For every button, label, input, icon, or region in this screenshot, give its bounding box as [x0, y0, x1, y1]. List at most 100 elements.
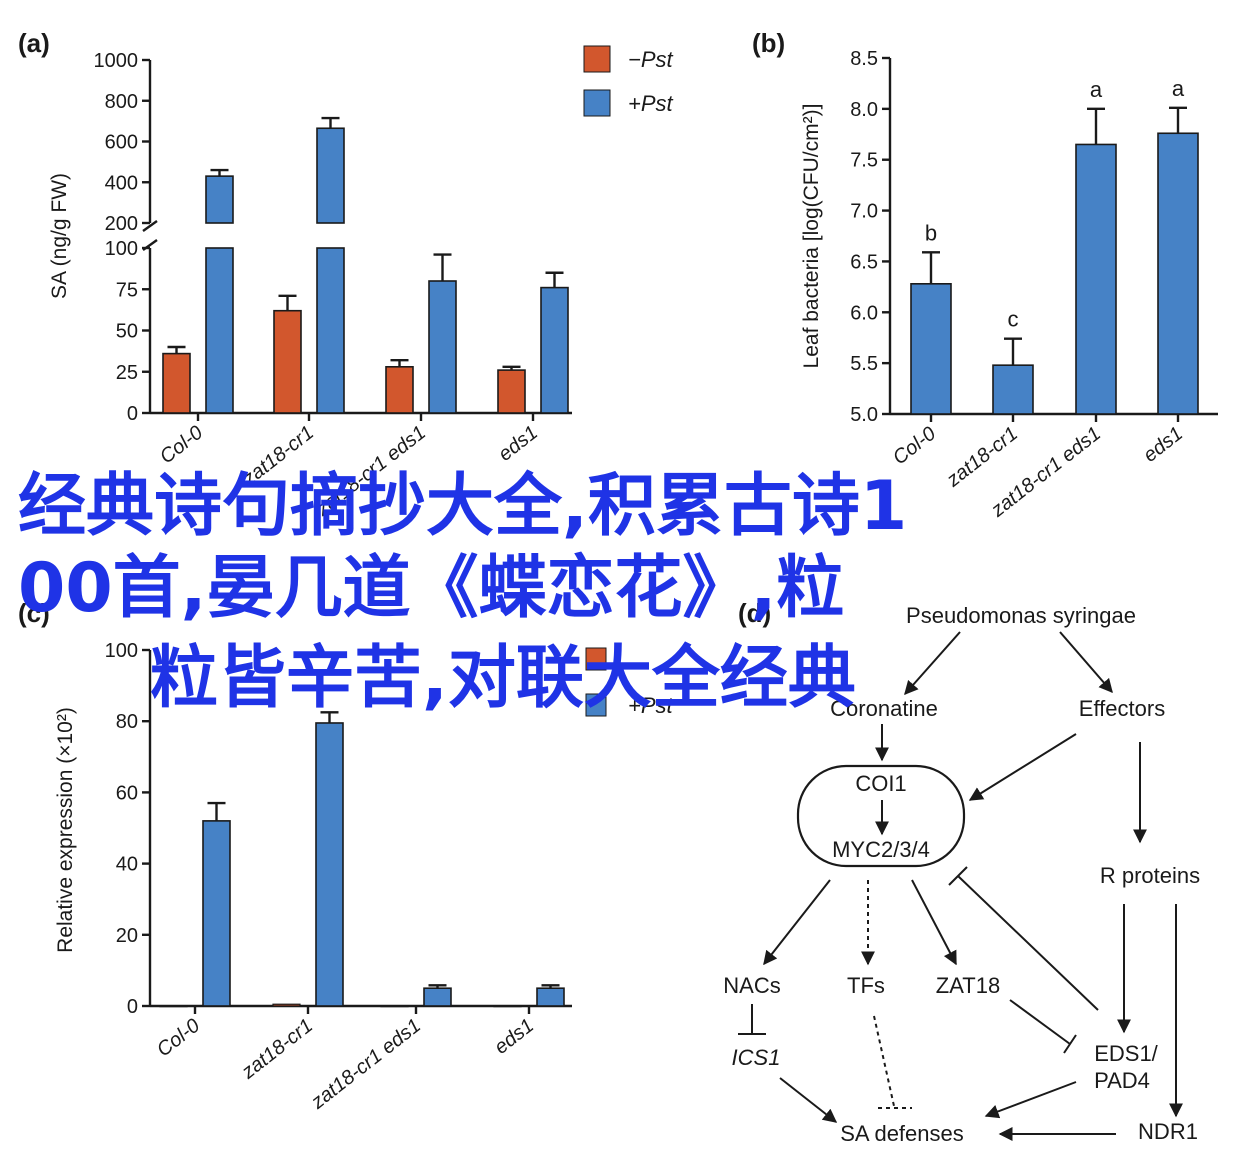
- y-axis-label: Relative expression (×10²): [54, 707, 77, 953]
- panel-label-c: (c): [18, 598, 50, 628]
- x-tick-label: Col-0: [153, 1015, 204, 1062]
- y-tick-label: 400: [105, 172, 138, 194]
- edge-effectors-coi1: [968, 733, 1077, 801]
- edge-eds1-sa: [984, 1081, 1077, 1119]
- y-tick-label: 0: [127, 996, 138, 1018]
- edge-eds1-myc-bar: [948, 866, 968, 886]
- legend-minus-label: −Pst: [628, 47, 674, 72]
- y-tick-label: 8.0: [850, 99, 878, 121]
- y-axis-label: Leaf bacteria [log(CFU/cm²)]: [800, 104, 823, 369]
- edge-ics1-sa: [779, 1077, 838, 1123]
- overlay-text-line-3: 粒皆辛苦,对联大全经典: [150, 639, 856, 718]
- edge-zat18-eds1-inhibit: [1009, 999, 1071, 1045]
- bar: [1075, 143, 1117, 415]
- y-tick-label: 7.5: [850, 150, 878, 172]
- edge-pathogen-effectors: [1059, 631, 1113, 694]
- node-zat18: ZAT18: [936, 973, 1000, 998]
- bar-plus-upper: [316, 127, 345, 224]
- y-tick-label: 25: [116, 362, 138, 384]
- node-coronatine: Coronatine: [830, 696, 938, 721]
- y-axis-label: SA (ng/g FW): [48, 173, 71, 299]
- y-tick-label: 600: [105, 132, 138, 154]
- bar-plus-upper: [205, 175, 234, 224]
- bar-plus: [315, 722, 344, 1007]
- bar-minus: [162, 352, 191, 414]
- x-tick-label: Col-0: [156, 422, 207, 469]
- legend-plus-swatch: [583, 89, 611, 117]
- legend-c-plus-swatch: [585, 693, 607, 717]
- bar-plus: [423, 987, 452, 1007]
- bar-plus-lower: [316, 247, 345, 414]
- y-tick-label: 6.5: [850, 251, 878, 273]
- bar-plus: [202, 820, 231, 1007]
- bar-minus: [272, 1003, 301, 1007]
- bar-plus: [428, 280, 457, 414]
- node-pad4: PAD4: [1094, 1068, 1150, 1093]
- bar: [910, 283, 952, 415]
- bar-minus: [385, 365, 414, 414]
- y-tick-label: 800: [105, 91, 138, 113]
- legend-minus-swatch: [583, 45, 611, 73]
- bar-minus: [380, 1005, 409, 1008]
- bar-minus: [497, 369, 526, 414]
- y-tick-label: 5.5: [850, 353, 878, 375]
- edge-zat18-eds1-bar: [1063, 1034, 1077, 1054]
- node-coi1: COI1: [855, 771, 906, 796]
- y-tick-label: 6.0: [850, 302, 878, 324]
- bar-break-gap: [204, 224, 235, 247]
- y-tick-label: 75: [116, 279, 138, 301]
- pathway-diagram: Pseudomonas syringae Coronatine Effector…: [723, 603, 1200, 1146]
- panel-label-a: (a): [18, 28, 50, 58]
- bar: [992, 364, 1034, 415]
- legend-c: +Pst: [585, 647, 674, 718]
- overlay-text-line-2: 00首,晏几道《蝶恋花》,粒: [18, 549, 845, 628]
- bar-minus: [159, 1005, 188, 1008]
- node-ndr1: NDR1: [1138, 1119, 1198, 1144]
- legend-a: −Pst +Pst: [583, 45, 674, 117]
- y-tick-label: 0: [127, 403, 138, 425]
- node-effectors: Effectors: [1079, 696, 1165, 721]
- bar-plus-lower: [205, 247, 234, 414]
- y-tick-label: 7.0: [850, 201, 878, 223]
- y-tick-label: 40: [116, 854, 138, 876]
- node-ics1: ICS1: [732, 1045, 781, 1070]
- axis-break-mark: [142, 220, 158, 232]
- significance-letter: c: [1008, 307, 1019, 332]
- y-tick-label: 80: [116, 711, 138, 733]
- y-tick-label: 50: [116, 321, 138, 343]
- legend-c-plus-label: +Pst: [628, 693, 674, 718]
- legend-c-minus-swatch: [585, 647, 607, 671]
- bar-minus: [273, 309, 302, 414]
- panel-label-b: (b): [752, 28, 785, 58]
- node-myc: MYC2/3/4: [832, 837, 930, 862]
- x-tick-label: eds1: [490, 1015, 538, 1059]
- y-tick-label: 8.5: [850, 48, 878, 70]
- bar-break-gap: [315, 224, 346, 247]
- edge-tfs-sa-inhibit: [873, 1015, 895, 1107]
- bar: [1157, 132, 1199, 415]
- y-tick-label: 1000: [94, 50, 139, 72]
- panel-label-d: (d): [738, 598, 771, 628]
- node-coi1-myc-box: [796, 764, 966, 868]
- node-rproteins: R proteins: [1100, 863, 1200, 888]
- chart-a: 0 25 50 75 100 200 400 600 800 1000 SA (ng/g FW) Co…: [48, 50, 572, 521]
- x-tick-label: Col-0: [889, 423, 940, 470]
- y-tick-label: 60: [116, 782, 138, 804]
- edge-myc-nacs: [763, 879, 831, 966]
- y-tick-label: 100: [105, 238, 138, 260]
- significance-letter: a: [1090, 77, 1103, 102]
- significance-letter: b: [925, 220, 937, 245]
- node-tfs: TFs: [847, 973, 885, 998]
- edge-pathogen-coronatine: [904, 631, 961, 696]
- legend-plus-label: +Pst: [628, 91, 674, 116]
- node-pathogen: Pseudomonas syringae: [906, 603, 1136, 628]
- x-tick-label: eds1: [1139, 423, 1187, 467]
- node-eds1: EDS1/: [1094, 1041, 1158, 1066]
- diagram-edges: [738, 631, 1183, 1141]
- edge-myc-zat18: [911, 879, 957, 966]
- y-tick-label: 200: [105, 213, 138, 235]
- y-tick-label: 100: [105, 640, 138, 662]
- node-nacs: NACs: [723, 973, 780, 998]
- edge-eds1-myc-inhibit: [957, 875, 1099, 1011]
